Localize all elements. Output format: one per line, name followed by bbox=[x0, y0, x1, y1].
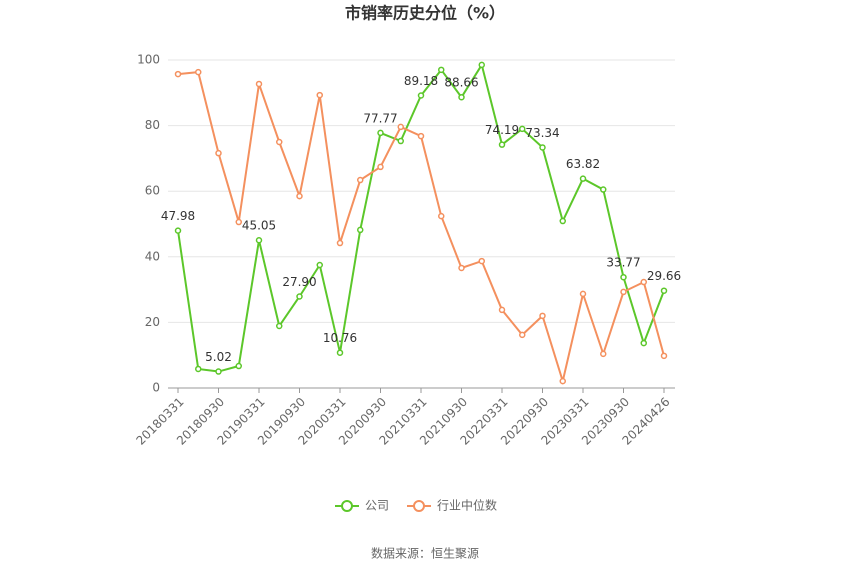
data-point bbox=[579, 290, 587, 298]
source-note: 数据来源：恒生聚源 bbox=[371, 546, 479, 561]
data-point bbox=[296, 293, 303, 300]
data-label: 88.66 bbox=[444, 76, 478, 90]
data-point bbox=[336, 239, 344, 247]
data-point bbox=[357, 176, 364, 184]
data-point bbox=[539, 144, 546, 151]
data-point bbox=[195, 68, 202, 76]
y-tick-label: 100 bbox=[137, 53, 160, 67]
data-point bbox=[539, 312, 546, 320]
y-tick-label: 0 bbox=[152, 381, 160, 395]
y-tick-label: 80 bbox=[145, 118, 160, 132]
data-point bbox=[336, 349, 344, 356]
data-point bbox=[620, 288, 627, 296]
data-point bbox=[600, 186, 607, 193]
data-point bbox=[498, 141, 506, 148]
data-point bbox=[316, 261, 323, 269]
data-point bbox=[458, 264, 465, 272]
data-point bbox=[397, 137, 404, 145]
legend-item: 公司 bbox=[335, 499, 389, 513]
data-point bbox=[620, 273, 627, 281]
data-label: 74.19 bbox=[485, 123, 519, 137]
data-point bbox=[438, 212, 445, 220]
data-label: 33.77 bbox=[606, 256, 640, 270]
data-label: 89.18 bbox=[404, 74, 438, 88]
data-point bbox=[174, 227, 182, 234]
legend-item: 行业中位数 bbox=[407, 498, 497, 513]
data-point bbox=[276, 138, 283, 146]
data-point bbox=[417, 132, 425, 140]
data-point bbox=[458, 93, 465, 101]
data-point bbox=[498, 306, 506, 314]
legend-marker bbox=[413, 500, 425, 512]
data-point bbox=[316, 91, 323, 99]
chart-title: 市销率历史分位（%） bbox=[345, 4, 505, 23]
data-point bbox=[559, 377, 566, 385]
y-tick-label: 20 bbox=[145, 315, 160, 329]
data-point bbox=[377, 163, 384, 171]
data-point bbox=[215, 368, 222, 375]
data-point bbox=[397, 123, 404, 131]
data-label: 10.76 bbox=[323, 331, 357, 345]
data-label: 73.34 bbox=[525, 126, 559, 140]
data-point bbox=[660, 287, 668, 294]
legend-label: 行业中位数 bbox=[437, 498, 497, 513]
data-point bbox=[255, 80, 263, 88]
data-label: 45.05 bbox=[242, 219, 276, 233]
data-point bbox=[660, 352, 668, 360]
data-point bbox=[357, 226, 364, 234]
data-point bbox=[174, 70, 182, 78]
data-point bbox=[255, 236, 263, 244]
data-point bbox=[640, 339, 647, 347]
data-label: 27.90 bbox=[282, 275, 316, 289]
data-point bbox=[519, 125, 526, 133]
data-point bbox=[478, 257, 485, 265]
data-point bbox=[600, 350, 607, 358]
y-tick-label: 60 bbox=[145, 184, 160, 198]
data-point bbox=[276, 322, 283, 330]
data-point bbox=[640, 278, 647, 286]
y-tick-label: 40 bbox=[145, 249, 160, 263]
data-label: 77.77 bbox=[363, 111, 397, 125]
data-label: 47.98 bbox=[161, 209, 195, 223]
data-point bbox=[195, 365, 202, 373]
data-point bbox=[377, 129, 384, 137]
data-point bbox=[235, 218, 242, 226]
data-label: 5.02 bbox=[205, 350, 232, 364]
legend-label: 公司 bbox=[365, 499, 389, 513]
data-point bbox=[478, 61, 485, 69]
legend-marker bbox=[341, 500, 353, 512]
data-point bbox=[235, 362, 242, 370]
data-point bbox=[215, 149, 222, 157]
data-point bbox=[417, 92, 425, 99]
data-label: 29.66 bbox=[647, 269, 681, 283]
data-point bbox=[579, 175, 587, 182]
data-point bbox=[519, 331, 526, 339]
data-point bbox=[296, 192, 303, 200]
data-label: 63.82 bbox=[566, 157, 600, 171]
data-point bbox=[559, 217, 566, 225]
data-point bbox=[438, 66, 445, 74]
